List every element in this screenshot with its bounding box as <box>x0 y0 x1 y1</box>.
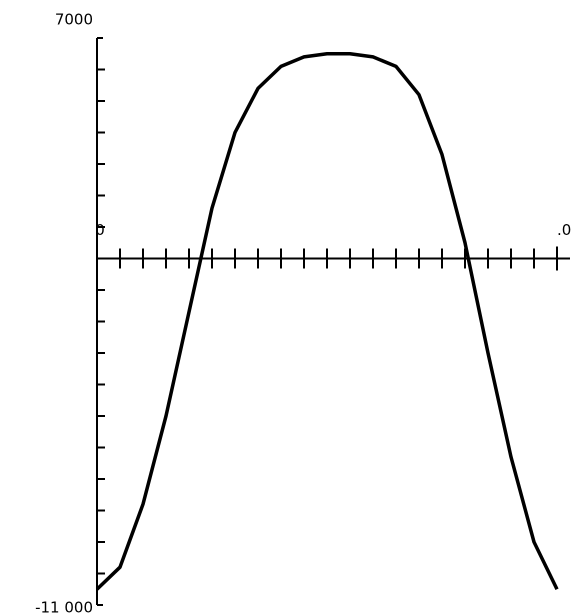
x-tick-label: 0 <box>95 221 105 239</box>
data-line <box>95 52 559 591</box>
y-tick-label: 7000 <box>55 11 93 29</box>
y-tick-label: -11 000 <box>35 599 93 615</box>
x-tick-label: .02 <box>557 221 572 239</box>
